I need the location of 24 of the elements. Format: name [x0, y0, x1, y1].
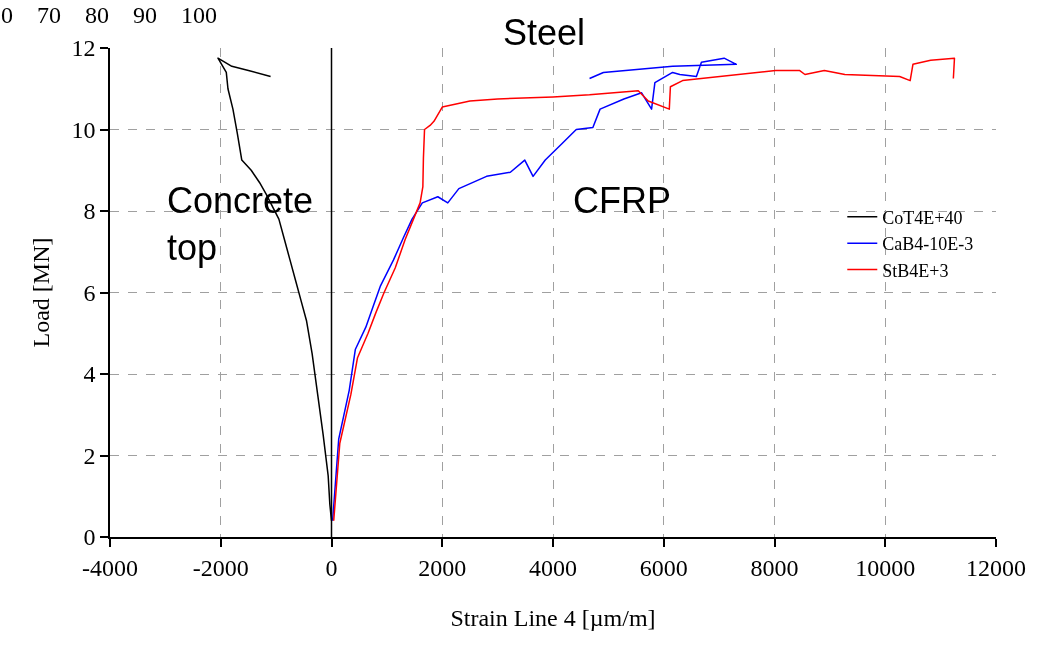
- x-tick-label: 10000: [855, 554, 916, 581]
- text: 0 70 80 90 100: [1, 2, 217, 28]
- y-tick-label: 10: [71, 116, 96, 143]
- y-tick-label: 4: [83, 361, 96, 388]
- x-tick-label: 0: [325, 554, 338, 581]
- y-tick-label: 8: [83, 198, 96, 225]
- x-tick-label: -2000: [192, 554, 249, 581]
- y-axis-title: Load [MN]: [28, 237, 55, 348]
- x-axis-title: Strain Line 4 [µm/m]: [450, 605, 656, 632]
- y-tick-label: 2: [83, 442, 96, 469]
- x-tick-label: 12000: [966, 554, 1026, 581]
- y-tick-label: 12: [71, 35, 96, 62]
- x-tick-label: 8000: [750, 554, 799, 581]
- x-tick-label: 4000: [529, 554, 577, 581]
- y-tick-label: 0: [83, 524, 96, 551]
- annotation: Steel: [503, 12, 586, 53]
- legend-label: CaB4-10E-3: [882, 234, 974, 255]
- y-tick-label: 6: [83, 279, 96, 306]
- x-tick-label: -4000: [82, 554, 138, 581]
- annotation: CFRP: [573, 180, 671, 221]
- x-tick-label: 6000: [639, 554, 688, 581]
- legend-label: CoT4E+40: [882, 207, 963, 228]
- legend-label: StB4E+3: [882, 260, 949, 281]
- x-tick-label: 2000: [418, 554, 467, 581]
